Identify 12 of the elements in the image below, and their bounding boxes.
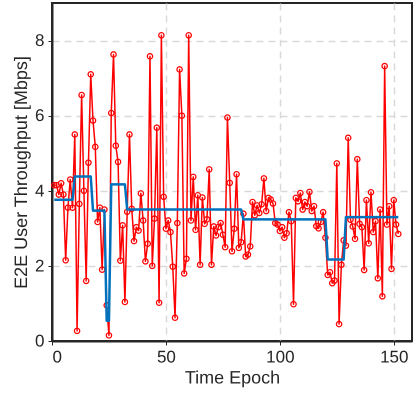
x-axis-title: Time Epoch [184,368,280,388]
y-tick-label: 2 [35,256,44,276]
y-tick-label: 4 [35,181,44,200]
y-tick-label: 6 [35,106,44,126]
x-tick-label: 100 [266,348,295,366]
y-tick-label: 0 [35,332,44,350]
y-tick-label: 8 [35,31,44,50]
line-series [53,175,400,322]
x-tick-label: 0 [52,348,62,366]
x-tick-label: 50 [156,348,176,366]
x-tick-label: 150 [380,348,408,366]
y-axis-title: E2E User Throughput [Mbps] [11,56,32,289]
